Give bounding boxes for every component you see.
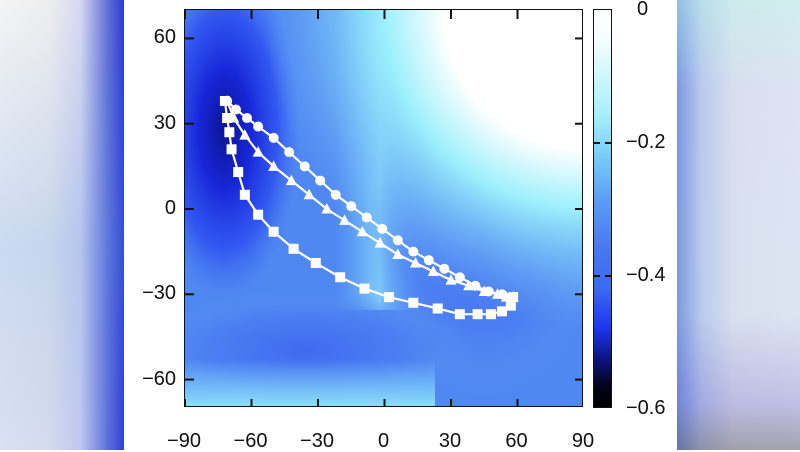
heatmap-plot-area [184,9,583,407]
x-tick-label: 90 [571,430,595,452]
x-tick-label: 60 [505,430,528,452]
x-tick-label: −90 [167,430,201,452]
squares-trajectory [219,95,519,320]
colorbar-tick-label: −0.4 [626,264,666,286]
colorbar-tick-label: −0.6 [626,397,666,419]
colorbar [593,9,612,408]
y-tick-label: −60 [142,367,176,390]
y-tick-label: 0 [164,197,176,219]
x-tick-label: 30 [438,430,462,452]
x-tick-label: 0 [377,430,390,452]
y-tick-label: 60 [153,26,176,49]
figure: 60 30 0 −30 −60 −90 −60 −30 0 30 60 90 0 −0.2 −0.4 −0… [124,0,677,452]
y-tick-label: −30 [142,282,176,305]
y-tick-label: 30 [153,111,176,134]
colorbar-tick [594,142,611,144]
x-tick-label: −60 [233,430,268,452]
colorbar-tick-label: 0 [637,0,649,20]
colorbar-tick [594,275,611,277]
colorbar-tick-label: −0.2 [626,131,666,153]
blurred-background-right [677,0,800,450]
x-tick-label: −30 [300,430,334,452]
blurred-background-left [0,0,124,450]
heatmap-svg [185,10,582,406]
